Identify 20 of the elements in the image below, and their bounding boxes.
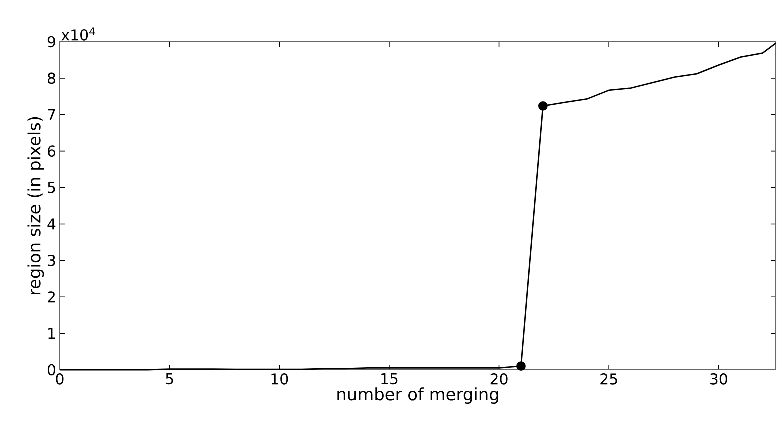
y-tick-label: 1 (48, 328, 56, 340)
y-tick-label: 3 (48, 255, 56, 266)
y-tick-label: 7 (48, 109, 56, 120)
x-tick-label: 5 (166, 374, 174, 385)
y-tick-label: 0 (48, 364, 56, 376)
x-tick-label: 0 (56, 374, 64, 385)
y-tick-label: 5 (48, 182, 56, 194)
y-axis-title: region size (in pixels) (28, 117, 44, 295)
y-tick-label: 6 (48, 146, 56, 157)
x-tick-label: 20 (490, 374, 508, 385)
y-tick-label: 4 (48, 218, 56, 230)
y-tick-label: 2 (48, 292, 55, 303)
y-tick-label: 8 (48, 72, 56, 84)
x-tick-label: 10 (272, 374, 288, 385)
x-tick-label: 25 (600, 374, 618, 385)
text: x10$^{4}$ (62, 28, 96, 41)
y-tick-label: 9 (48, 36, 56, 48)
x-axis-title: number of merging (338, 388, 498, 404)
x-tick-label: 15 (382, 374, 398, 385)
x-tick-label: 30 (710, 374, 728, 385)
